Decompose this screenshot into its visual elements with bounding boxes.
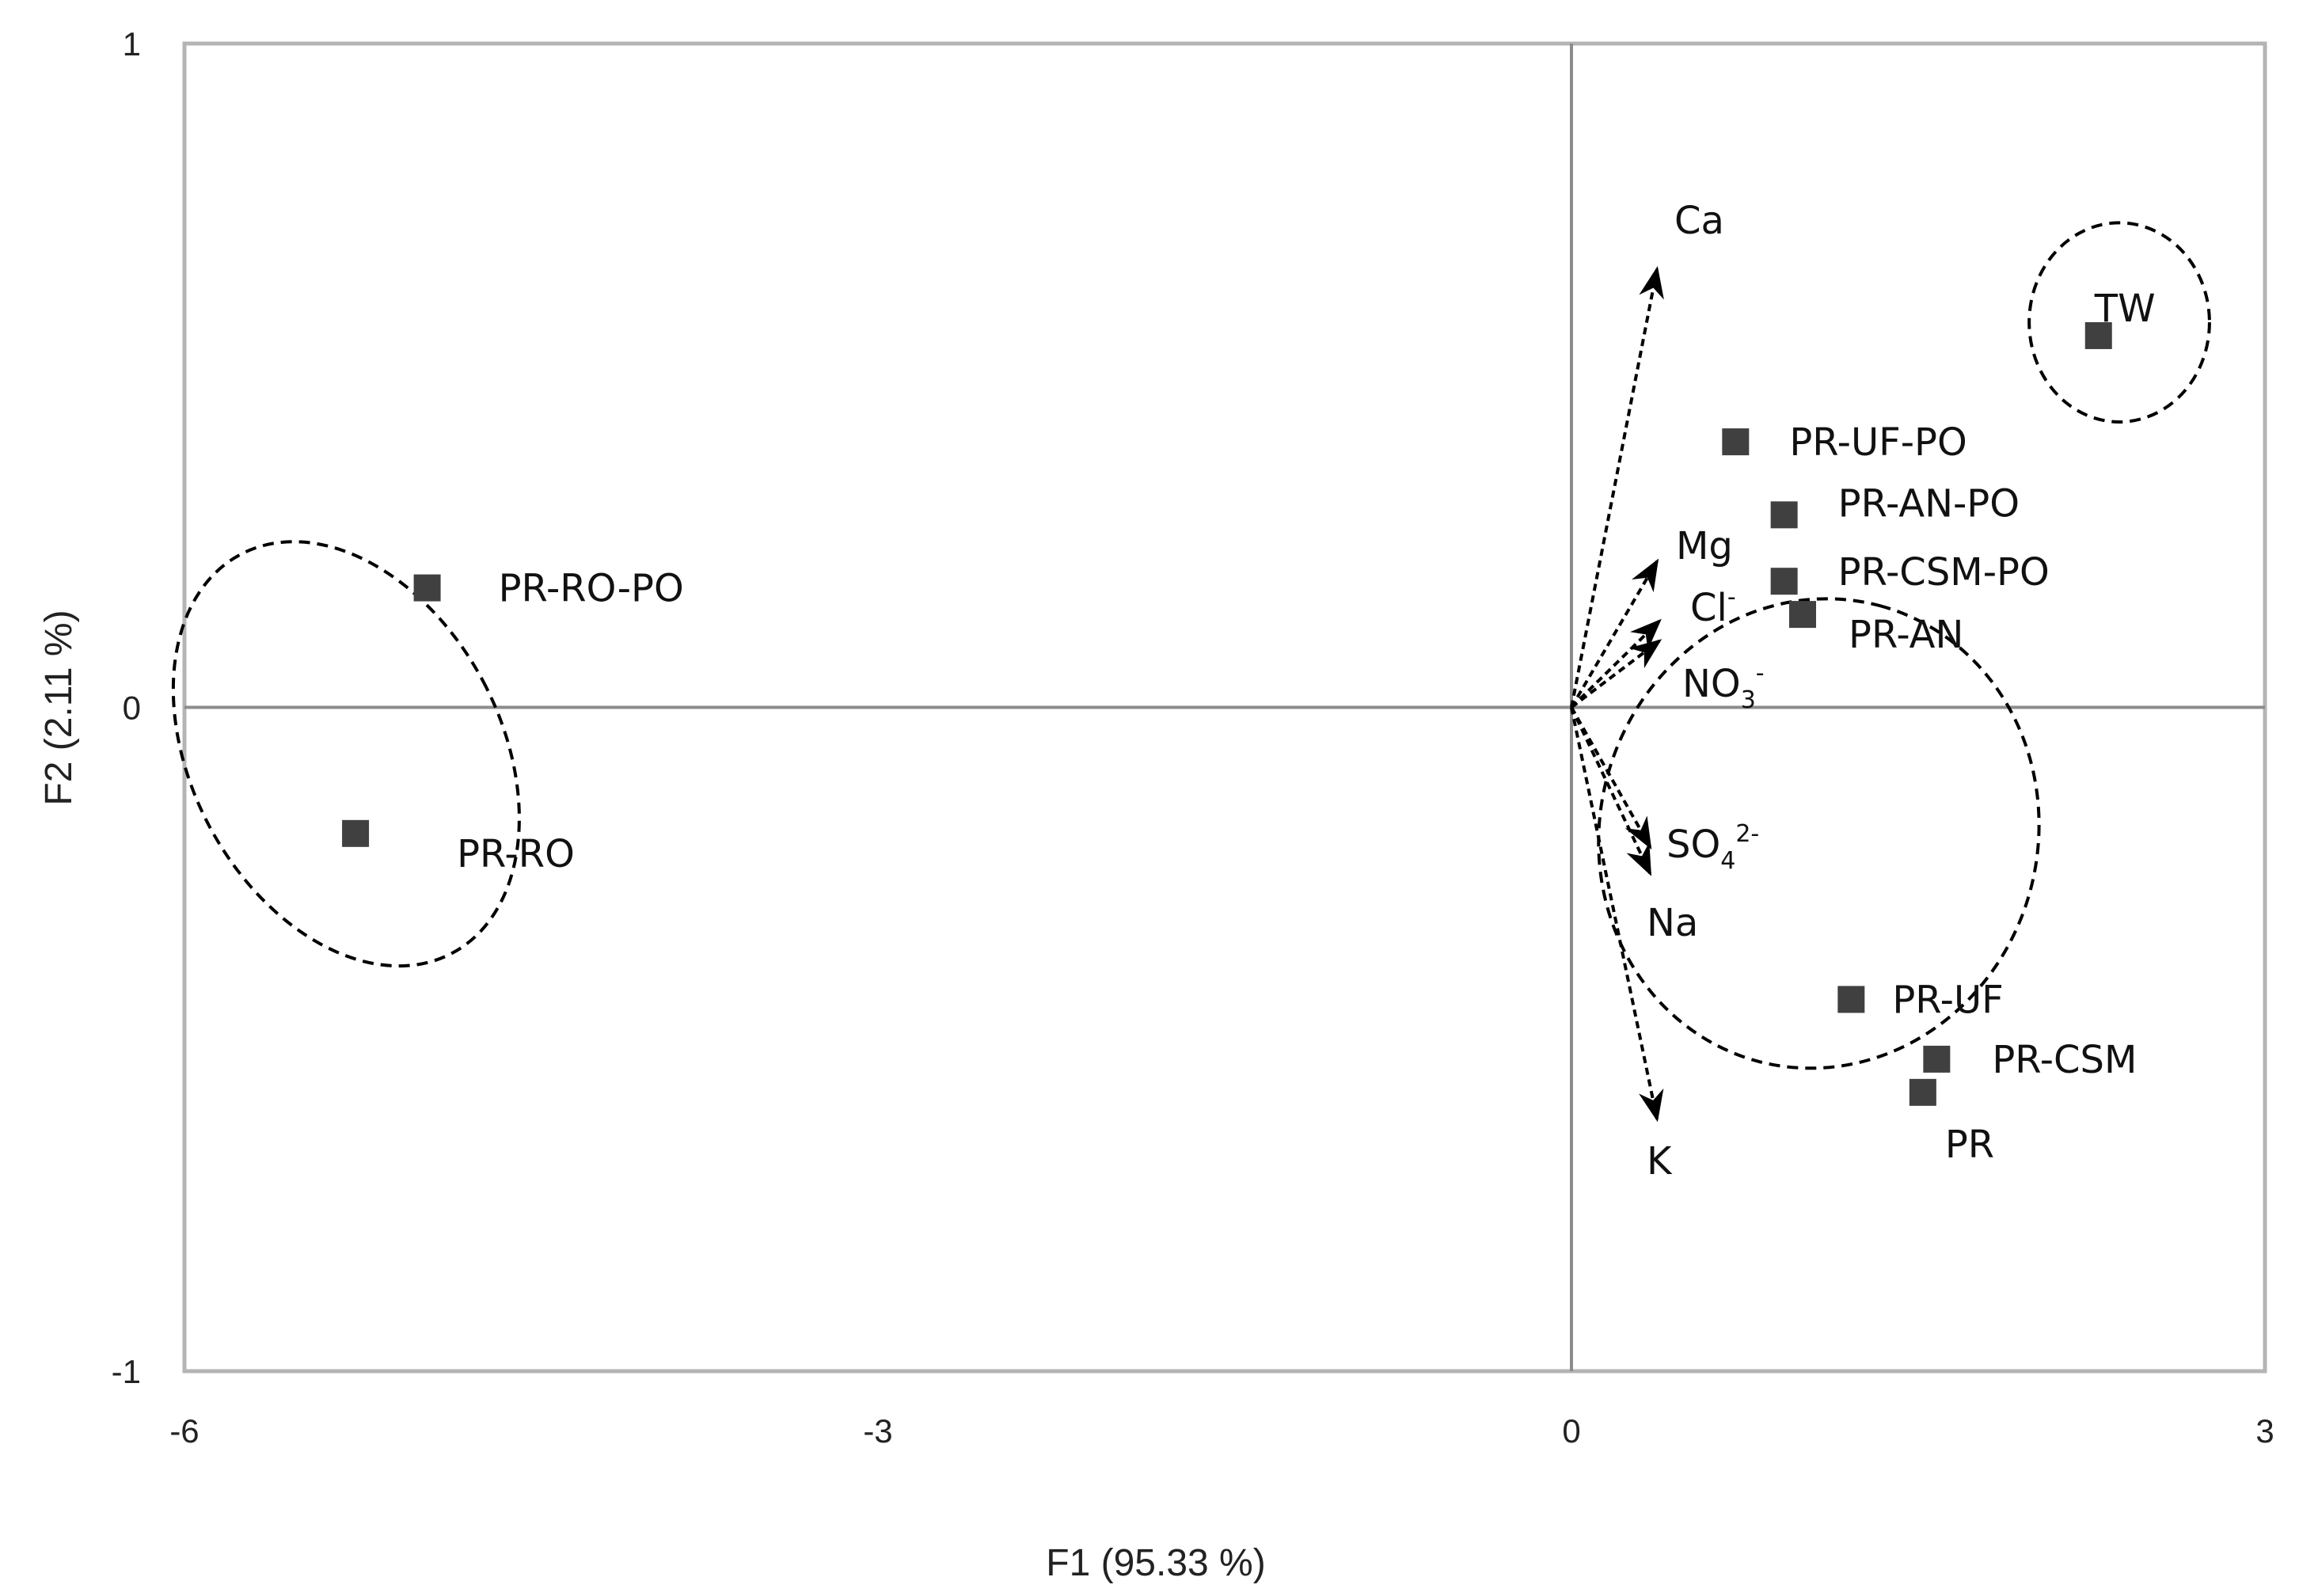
x-tick-label: 0	[1562, 1412, 1580, 1450]
y-tick-label: 0	[123, 690, 141, 727]
point-label-pr-csm: PR-CSM	[1992, 1038, 2137, 1082]
group-ellipse-1	[2027, 221, 2211, 424]
point-label-pr-an: PR-AN	[1849, 613, 1963, 657]
vector-label-na: Na	[1647, 901, 1698, 945]
point-pr	[1909, 1078, 1936, 1106]
vector-label-cl: Cl-	[1690, 583, 1736, 630]
point-pr-an	[1789, 601, 1816, 629]
group-ellipse-3	[1597, 597, 2041, 1070]
vector-label-ca: Ca	[1674, 199, 1724, 243]
y-axis-title: F2 (2.11 %)	[38, 610, 80, 805]
group-ellipse-2	[171, 540, 521, 968]
x-tick-labels: -6 -3 0 3	[169, 1412, 2274, 1450]
vector-na	[1570, 706, 1652, 876]
observation-points: TW PR-UF-PO PR-AN-PO PR-CSM-PO PR-AN PR-UF PR-…	[342, 287, 2156, 1167]
x-axis-title: F1 (95.33 %)	[1046, 1542, 1265, 1584]
point-pr-ro-po	[413, 574, 441, 602]
point-label-pr-ro: PR-RO	[457, 832, 575, 876]
vector-label-so: SO42-	[1666, 820, 1759, 875]
vector-label-mg: Mg	[1676, 524, 1733, 568]
vector-so	[1570, 706, 1652, 850]
point-label-pr-csm-po: PR-CSM-PO	[1838, 550, 2050, 595]
point-pr-csm-po	[1770, 568, 1798, 595]
x-tick-label: 3	[2255, 1412, 2274, 1450]
vector-mg	[1570, 558, 1659, 709]
point-tw	[2084, 321, 2112, 349]
point-label-pr-an-po: PR-AN-PO	[1838, 481, 2020, 526]
vector-cl	[1570, 618, 1662, 709]
vector-ca	[1570, 266, 1664, 708]
point-pr-ro	[342, 819, 370, 847]
point-label-tw: TW	[2094, 287, 2156, 331]
point-pr-an-po	[1770, 501, 1798, 529]
y-tick-label: 1	[123, 25, 141, 63]
point-label-pr-uf: PR-UF	[1892, 978, 2003, 1022]
variable-vectors: Ca Mg Cl- NO3- SO42- Na K	[1570, 199, 1765, 1184]
point-label-pr-uf-po: PR-UF-PO	[1789, 420, 1966, 465]
point-label-pr: PR	[1945, 1123, 1994, 1167]
vector-label-no: NO3-	[1682, 659, 1765, 714]
vector-no	[1570, 639, 1662, 709]
point-pr-csm	[1923, 1045, 1951, 1073]
group-ellipses	[171, 221, 2211, 1070]
zero-axes	[184, 44, 2265, 1371]
vector-label-k: K	[1647, 1139, 1673, 1184]
x-tick-label: -3	[863, 1412, 892, 1450]
x-tick-label: -6	[169, 1412, 199, 1450]
y-tick-labels: -1 0 1	[112, 25, 141, 1390]
point-pr-uf-po	[1722, 428, 1750, 456]
vector-k	[1570, 707, 1664, 1123]
point-label-pr-ro-po: PR-RO-PO	[499, 567, 684, 611]
y-tick-label: -1	[112, 1353, 141, 1390]
point-pr-uf	[1837, 986, 1865, 1013]
